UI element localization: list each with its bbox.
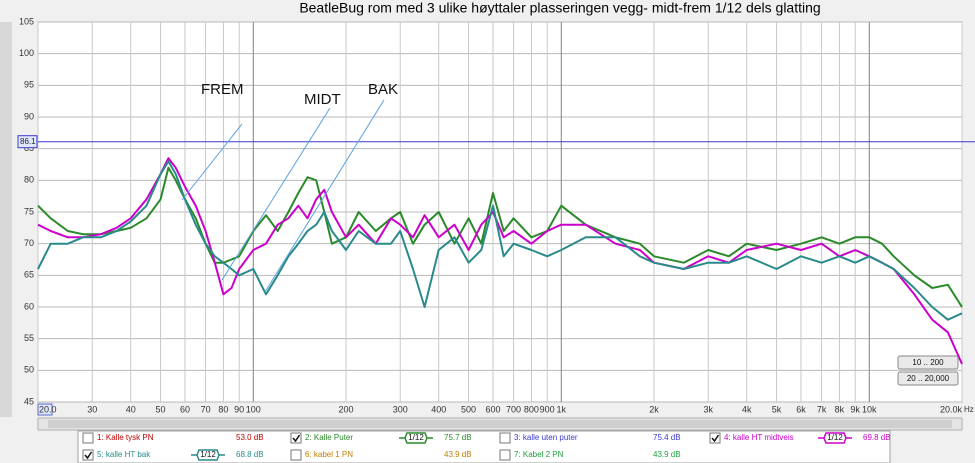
legend-smoothing: 1/12 bbox=[200, 450, 216, 459]
x-tick-label: 8k bbox=[835, 404, 845, 414]
x-tick-label: 80 bbox=[218, 404, 228, 414]
y-tick-label: 45 bbox=[24, 396, 34, 406]
x-tick-label: 200 bbox=[338, 404, 353, 414]
x-tick-label: 500 bbox=[461, 404, 476, 414]
range-button-label[interactable]: 10 .. 200 bbox=[912, 358, 944, 367]
x-tick-label: 50 bbox=[156, 404, 166, 414]
x-tick-label: 1k bbox=[557, 404, 567, 414]
y-tick-label: 80 bbox=[24, 175, 34, 185]
y-tick-label: 65 bbox=[24, 270, 34, 280]
annotation-leader bbox=[181, 123, 243, 201]
annotation-leader bbox=[221, 107, 331, 281]
x-tick-label: 9k bbox=[850, 404, 860, 414]
x-tick-label: 60 bbox=[180, 404, 190, 414]
y-tick-label: 105 bbox=[19, 16, 34, 26]
y-tick-label: 60 bbox=[24, 301, 34, 311]
legend-checkbox[interactable] bbox=[82, 449, 94, 461]
legend-check bbox=[711, 434, 720, 443]
cursor-label: 86.1 bbox=[20, 137, 36, 146]
x-tick-label: 900 bbox=[540, 404, 555, 414]
x-tick-label: 90 bbox=[234, 404, 244, 414]
x-tick-label: 30 bbox=[87, 404, 97, 414]
x-tick-label: 20.0 bbox=[39, 404, 57, 414]
x-tick-label: 4k bbox=[742, 404, 752, 414]
left-scroll[interactable] bbox=[0, 22, 12, 417]
x-tick-label: 600 bbox=[485, 404, 500, 414]
series-line bbox=[37, 160, 963, 321]
y-tick-label: 55 bbox=[24, 333, 34, 343]
legend-name: 4: kalle HT midtveis bbox=[724, 433, 794, 442]
y-tick-label: 70 bbox=[24, 238, 34, 248]
chart-title: BeatleBug rom med 3 ulike høyttaler plas… bbox=[299, 0, 820, 16]
legend-checkbox[interactable] bbox=[82, 432, 94, 444]
x-tick-label: 20.0k bbox=[940, 404, 963, 414]
legend-name: 5: kalle HT bak bbox=[97, 450, 151, 459]
legend-checkbox[interactable] bbox=[290, 449, 302, 461]
annotation: BAK bbox=[368, 81, 398, 98]
scroll-thumb[interactable] bbox=[48, 420, 952, 428]
legend-level: 43.9 dB bbox=[444, 450, 472, 459]
x-tick-label: 6k bbox=[796, 404, 806, 414]
x-tick-label: 5k bbox=[772, 404, 782, 414]
legend-checkbox[interactable] bbox=[499, 432, 511, 444]
legend-level: 43.9 dB bbox=[653, 450, 681, 459]
legend-smoothing-icon bbox=[191, 449, 225, 461]
x-tick-label: 100 bbox=[246, 404, 261, 414]
legend-level: 68.8 dB bbox=[236, 450, 264, 459]
legend-name: 6: kabel 1 PN bbox=[305, 450, 353, 459]
legend-level: 75.4 dB bbox=[653, 433, 681, 442]
y-tick-label: 100 bbox=[19, 48, 34, 58]
x-tick-label: 40 bbox=[126, 404, 136, 414]
y-tick-label: 75 bbox=[24, 206, 34, 216]
annotation-leader bbox=[264, 99, 385, 293]
x-tick-label: 400 bbox=[431, 404, 446, 414]
legend-smoothing-icon bbox=[818, 432, 852, 444]
y-tick-label: 90 bbox=[24, 111, 34, 121]
x-tick-label: 700 bbox=[506, 404, 521, 414]
legend-checkbox[interactable] bbox=[709, 432, 721, 444]
legend-name: 7: Kabel 2 PN bbox=[514, 450, 564, 459]
x-tick-label: 800 bbox=[524, 404, 539, 414]
legend-smoothing-icon bbox=[399, 432, 433, 444]
x-start-box bbox=[37, 403, 53, 416]
y-tick-label: 95 bbox=[24, 80, 34, 90]
y-tick-label: 50 bbox=[24, 365, 34, 375]
legend-panel bbox=[77, 430, 891, 463]
legend-checkbox[interactable] bbox=[290, 432, 302, 444]
range-button[interactable] bbox=[897, 371, 959, 386]
annotation: FREM bbox=[201, 81, 244, 98]
x-tick-label: 10k bbox=[862, 404, 877, 414]
cursor-label-box bbox=[17, 135, 38, 149]
range-button-label[interactable]: 20 .. 20,000 bbox=[907, 374, 950, 383]
legend-smoothing: 1/12 bbox=[408, 433, 424, 442]
x-tick-label: 70 bbox=[201, 404, 211, 414]
legend-check bbox=[84, 451, 93, 460]
legend-name: 1: Kalle tysk PN bbox=[97, 433, 154, 442]
annotation: MIDT bbox=[304, 91, 341, 108]
range-button[interactable] bbox=[897, 355, 959, 370]
x-tick-label: 2k bbox=[649, 404, 659, 414]
series-line bbox=[37, 157, 963, 365]
legend-level: 69.8 dB bbox=[863, 433, 891, 442]
x-tick-label: 7k bbox=[817, 404, 827, 414]
x-tick-label: 3k bbox=[703, 404, 713, 414]
legend-check bbox=[292, 434, 301, 443]
legend-level: 53.0 dB bbox=[236, 433, 264, 442]
legend-name: 3: kalle uten puter bbox=[514, 433, 578, 442]
x-unit: Hz bbox=[964, 405, 974, 414]
legend-smoothing: 1/12 bbox=[827, 433, 843, 442]
legend-checkbox[interactable] bbox=[499, 449, 511, 461]
legend-name: 2: Kalle Puter bbox=[305, 433, 353, 442]
x-tick-label: 300 bbox=[393, 404, 408, 414]
legend-level: 75.7 dB bbox=[444, 433, 472, 442]
